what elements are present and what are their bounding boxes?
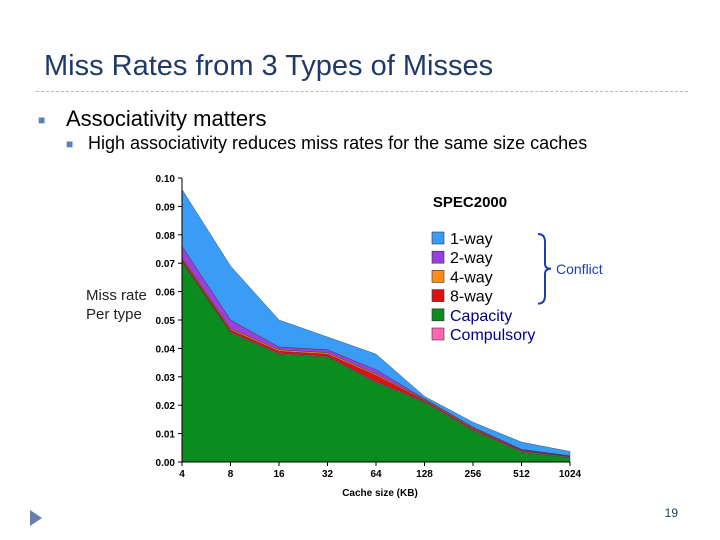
y-tick-label: 0.08 [156,231,176,242]
x-tick-label: 64 [370,469,382,480]
bullet-associativity: ■ Associativity matters [38,106,267,132]
legend-swatch-8-way [431,289,445,302]
bullet-high-associativity: ■ High associativity reduces miss rates f… [66,133,587,154]
legend-label-compulsory: Compulsory [450,327,535,344]
square-bullet-icon: ■ [66,137,74,152]
triangle-marker-icon [30,510,42,526]
x-tick-label: 8 [228,469,234,480]
legend-label-4-way: 4-way [450,269,493,286]
legend-label-1-way: 1-way [450,231,493,248]
x-tick-label: 256 [465,469,482,480]
x-tick-label: 512 [513,469,530,480]
legend-swatch-compulsory [431,327,445,341]
x-tick-label: 16 [273,469,285,480]
miss-rate-label: Miss rate Per type [86,286,147,324]
y-tick-label: 0.05 [156,316,176,327]
x-tick-label: 128 [416,469,433,480]
miss-rate-label-line2: Per type [86,306,142,323]
legend-swatch-4-way [431,270,445,283]
legend-label-2-way: 2-way [450,250,493,267]
y-tick-label: 0.07 [156,259,176,270]
slide-title: Miss Rates from 3 Types of Misses [44,50,494,82]
y-tick-label: 0.03 [156,373,176,384]
bullet-high-associativity-text: High associativity reduces miss rates fo… [88,133,588,153]
x-tick-label: 1024 [559,469,582,480]
page-number: 19 [664,506,678,520]
legend-swatch-capacity [431,308,445,322]
bullet-associativity-text: Associativity matters [66,106,267,131]
miss-rate-label-line1: Miss rate [86,287,147,304]
x-tick-label: 4 [179,469,185,480]
legend-swatch-2-way [431,250,445,264]
legend-label-8-way: 8-way [450,289,493,306]
conflict-bracket [537,233,552,305]
square-bullet-icon: ■ [38,113,46,128]
title-divider [36,91,688,92]
y-tick-label: 0.09 [156,202,176,213]
y-tick-label: 0.10 [156,174,176,185]
x-axis-label: Cache size (KB) [342,488,418,499]
legend-label-capacity: Capacity [450,308,512,325]
chart-title: SPEC2000 [433,194,507,211]
y-tick-label: 0.06 [156,288,176,299]
area-series-1-way [181,188,571,457]
y-tick-label: 0.00 [156,458,176,469]
y-tick-label: 0.04 [156,344,176,355]
y-tick-label: 0.02 [156,401,176,412]
legend-swatch-1-way [431,231,445,245]
x-tick-label: 32 [322,469,334,480]
y-tick-label: 0.01 [156,430,176,441]
conflict-label: Conflict [556,261,603,277]
